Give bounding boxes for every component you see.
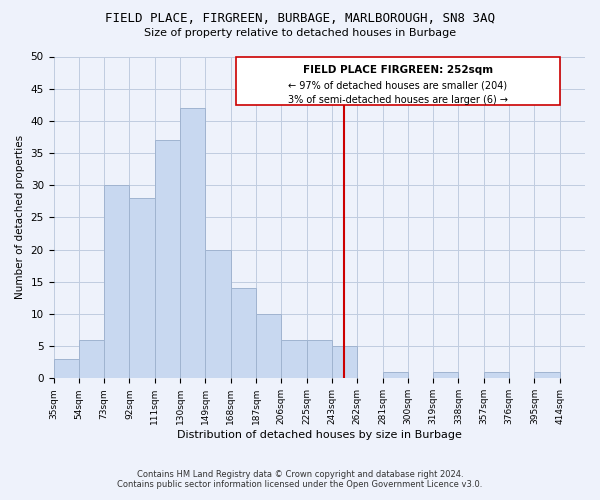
Text: ← 97% of detached houses are smaller (204): ← 97% of detached houses are smaller (20… xyxy=(288,81,507,91)
Bar xyxy=(130,198,155,378)
Bar xyxy=(53,359,79,378)
Bar xyxy=(281,340,307,378)
X-axis label: Distribution of detached houses by size in Burbage: Distribution of detached houses by size … xyxy=(177,430,462,440)
Bar xyxy=(104,185,130,378)
Bar xyxy=(307,340,332,378)
Bar xyxy=(256,314,281,378)
Text: Contains HM Land Registry data © Crown copyright and database right 2024.
Contai: Contains HM Land Registry data © Crown c… xyxy=(118,470,482,489)
Bar xyxy=(205,250,230,378)
Bar xyxy=(79,340,104,378)
Bar xyxy=(383,372,408,378)
Bar xyxy=(484,372,509,378)
Bar xyxy=(332,346,357,378)
Bar xyxy=(433,372,458,378)
Text: FIELD PLACE FIRGREEN: 252sqm: FIELD PLACE FIRGREEN: 252sqm xyxy=(302,64,493,74)
Bar xyxy=(230,288,256,378)
Text: FIELD PLACE, FIRGREEN, BURBAGE, MARLBOROUGH, SN8 3AQ: FIELD PLACE, FIRGREEN, BURBAGE, MARLBORO… xyxy=(105,12,495,26)
Bar xyxy=(535,372,560,378)
Text: Size of property relative to detached houses in Burbage: Size of property relative to detached ho… xyxy=(144,28,456,38)
Text: 3% of semi-detached houses are larger (6) →: 3% of semi-detached houses are larger (6… xyxy=(288,96,508,106)
Bar xyxy=(180,108,205,378)
Y-axis label: Number of detached properties: Number of detached properties xyxy=(15,136,25,300)
Bar xyxy=(155,140,180,378)
FancyBboxPatch shape xyxy=(236,56,560,105)
